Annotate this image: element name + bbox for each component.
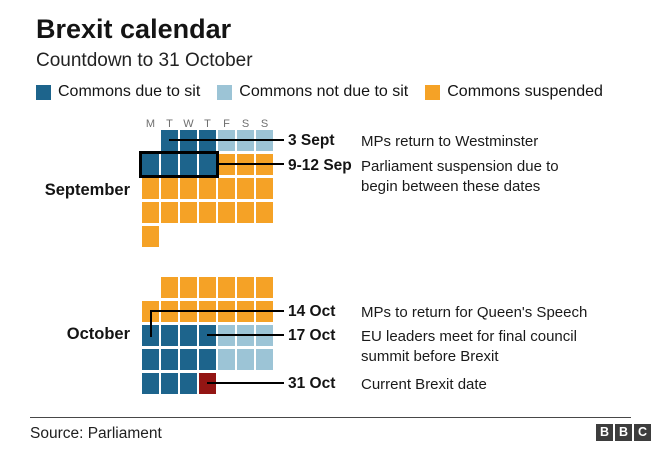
annotation-text: EU leaders meet for final council summit… [361,328,577,365]
day-header-wed: W [183,118,194,130]
calendar-cell-september-w4-d1 [142,202,159,223]
calendar-cell-september-w4-d6 [237,202,254,223]
day-header-sat: S [241,118,250,130]
suspension-highlight-box [139,151,219,178]
day-header-sun: S [260,118,269,130]
calendar-cell-september-w3-d1 [142,178,159,199]
callout-line-9-12-sep [219,163,284,165]
calendar-cell-october-w4-d1 [142,349,159,370]
calendar-cell-september-w3-d6 [237,178,254,199]
annotation-date: 14 Oct [288,303,336,320]
calendar-cell-october-w5-d3 [180,373,197,394]
calendar-cell-september-w3-d3 [180,178,197,199]
legend-item-not-due-to-sit: Commons not due to sit [217,83,408,101]
legend-item-suspended: Commons suspended [425,83,603,101]
calendar-cell-september-w5-d1 [142,226,159,247]
annotation-date: 3 Sept [288,132,335,149]
calendar-cell-september-w2-d3 [180,154,197,175]
day-header-fri: F [223,118,230,130]
month-label-october: October [66,325,130,343]
annotation-date: 17 Oct [288,327,336,344]
day-header-thu: T [204,118,211,130]
calendar-cell-october-w3-d2 [161,325,178,346]
legend-item-due-to-sit: Commons due to sit [36,83,200,101]
legend-swatch-icon [217,84,233,100]
calendar-cell-october-w4-d3 [180,349,197,370]
source-label: Source: Parliament [30,425,162,442]
calendar-cell-september-w2-d4 [199,154,216,175]
calendar-cell-october-w5-d2 [161,373,178,394]
page-title: Brexit calendar [36,14,232,44]
calendar-cell-october-w1-d6 [237,277,254,298]
calendar-cell-october-w4-d5 [218,349,235,370]
calendar-cell-september-w4-d4 [199,202,216,223]
bbc-logo-block: B [615,424,632,441]
calendar-cell-october-w3-d3 [180,325,197,346]
calendar-cell-october-w4-d4 [199,349,216,370]
day-header-tue: T [166,118,173,130]
day-header-mon: M [145,118,156,130]
bbc-logo: B B C [596,424,651,441]
annotation-date: 9-12 Sep [288,157,352,174]
legend-label: Commons not due to sit [239,83,409,100]
annotation-text: MPs to return for Queen's Speech [361,304,588,321]
bbc-logo-block: C [634,424,651,441]
calendar-cell-october-w5-d1 [142,373,159,394]
month-label-september: September [44,181,130,199]
calendar-grid-september [142,130,277,250]
calendar-cell-september-w4-d3 [180,202,197,223]
legend-swatch-icon [36,84,51,100]
calendar-cell-september-w4-d5 [218,202,235,223]
calendar-grid-october [142,277,277,397]
callout-line-3-sept [169,139,284,141]
calendar-cell-september-w2-d1 [142,154,159,175]
calendar-cell-october-w1-d2 [161,277,178,298]
bbc-logo-block: B [596,424,613,441]
annotation-date: 31 Oct [288,375,336,392]
footer-divider [30,417,631,418]
legend-label: Commons due to sit [58,83,201,100]
legend-swatch-icon [425,84,441,100]
annotation-text: MPs return to Westminster [361,133,539,150]
calendar-cell-september-w3-d5 [218,178,235,199]
calendar-cell-september-w3-d7 [256,178,273,199]
legend: Commons due to sit Commons not due to si… [36,83,603,101]
legend-label: Commons suspended [447,83,603,100]
callout-line-17-oct [207,334,284,336]
calendar-cell-october-w1-d7 [256,277,273,298]
page-subtitle: Countdown to 31 October [36,50,253,71]
calendar-cell-october-w4-d6 [237,349,254,370]
calendar-cell-october-w1-d3 [180,277,197,298]
calendar-cell-october-w4-d7 [256,349,273,370]
annotation-text: Parliament suspension due to begin betwe… [361,158,559,195]
callout-line-14-oct-vertical [150,310,152,337]
calendar-cell-september-w3-d2 [161,178,178,199]
calendar-cell-october-w1-d4 [199,277,216,298]
calendar-cell-september-w4-d7 [256,202,273,223]
calendar-cell-september-w4-d2 [161,202,178,223]
calendar-cell-october-w1-d5 [218,277,235,298]
callout-line-31-oct [207,382,284,384]
annotation-text: Current Brexit date [361,376,487,393]
calendar-cell-october-w4-d2 [161,349,178,370]
calendar-cell-september-w3-d4 [199,178,216,199]
calendar-cell-september-w2-d2 [161,154,178,175]
callout-line-14-oct-horizontal [150,310,284,312]
